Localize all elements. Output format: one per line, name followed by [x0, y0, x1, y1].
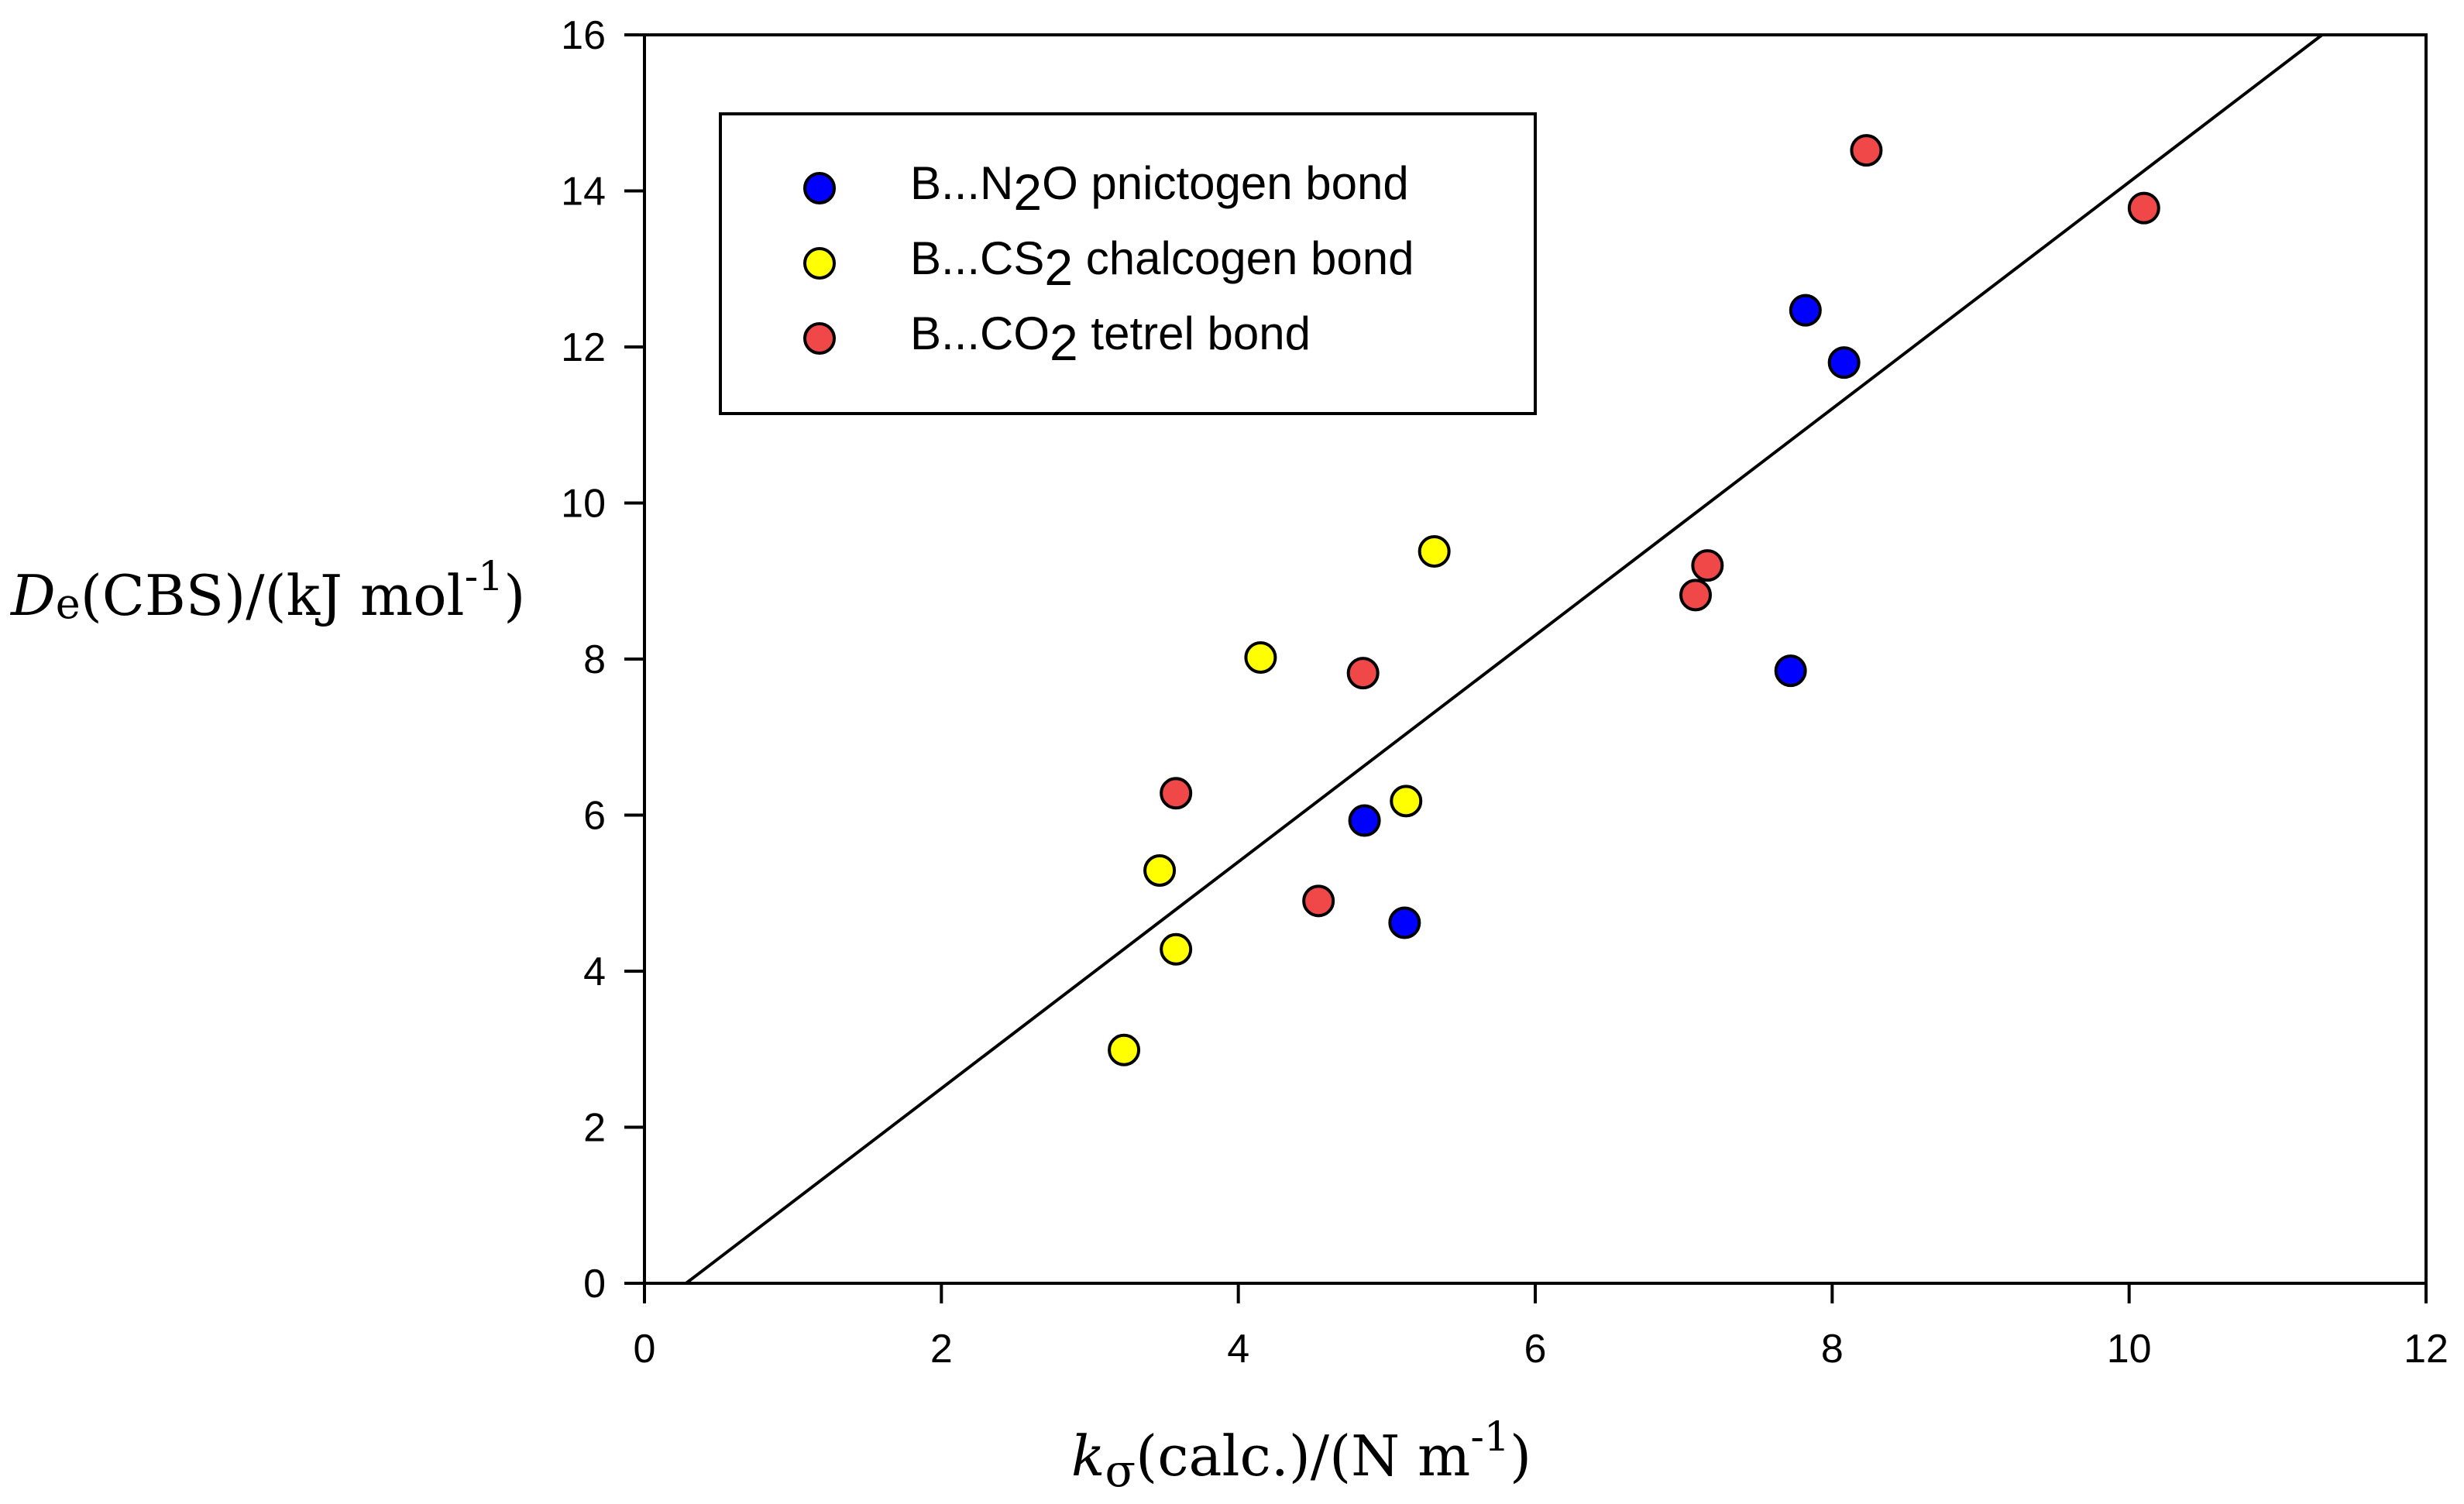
- x-tick-label: 2: [930, 1327, 953, 1372]
- y-tick-label: 16: [561, 13, 606, 58]
- legend-marker: [803, 247, 836, 280]
- legend-label: B...CS2 chalcogen bond: [910, 232, 1414, 296]
- regression-line-group: [685, 33, 2324, 1285]
- x-tick-label: 12: [2404, 1327, 2449, 1372]
- data-point-b-co2-tetrel-bond: [1346, 657, 1380, 690]
- data-point-b-co2-tetrel-bond: [1850, 134, 1883, 167]
- data-point-b-co2-tetrel-bond: [1679, 579, 1712, 612]
- x-axis-title: kσ(calc.)/(N m-1): [1071, 1414, 1531, 1497]
- x-axis: 0 2 4 6 8 10 12: [634, 1283, 2449, 1372]
- data-point-b-cs2-chalcogen-bond: [1160, 932, 1193, 966]
- data-point-b-n2o-pnictogen-bond: [1774, 654, 1807, 688]
- legend: B...N2O pnictogen bond B...CS2 chalcogen …: [719, 112, 1537, 415]
- data-point-b-cs2-chalcogen-bond: [1244, 640, 1277, 674]
- y-tick-label: 2: [583, 1106, 606, 1151]
- y-tick-label: 4: [583, 949, 606, 994]
- y-tick-label: 14: [561, 170, 606, 215]
- y-axis-title: De(CBS)/(kJ mol-1): [9, 554, 525, 628]
- legend-marker: [803, 322, 836, 355]
- legend-box: [719, 112, 1537, 415]
- y-tick-label: 0: [583, 1262, 606, 1307]
- y-axis: 0 2 4 6 8 10 12 14 16: [561, 13, 644, 1307]
- data-point-b-n2o-pnictogen-bond: [1827, 346, 1861, 379]
- x-tick-label: 4: [1227, 1327, 1249, 1372]
- y-tick-label: 10: [561, 482, 606, 527]
- data-point-b-cs2-chalcogen-bond: [1390, 785, 1423, 818]
- data-point-b-cs2-chalcogen-bond: [1108, 1033, 1141, 1066]
- legend-marker: [803, 172, 836, 204]
- regression-line: [685, 33, 2324, 1285]
- data-point-b-co2-tetrel-bond: [2127, 191, 2160, 225]
- data-point-b-n2o-pnictogen-bond: [1789, 294, 1822, 327]
- x-tick-label: 8: [1821, 1327, 1844, 1372]
- y-tick-label: 6: [583, 794, 606, 839]
- legend-label: B...N2O pnictogen bond: [910, 157, 1409, 221]
- x-tick-label: 6: [1524, 1327, 1547, 1372]
- data-point-b-co2-tetrel-bond: [1691, 549, 1724, 582]
- y-tick-label: 12: [561, 325, 606, 370]
- y-tick-label: 8: [583, 637, 606, 682]
- data-point-b-cs2-chalcogen-bond: [1418, 534, 1451, 568]
- data-point-b-n2o-pnictogen-bond: [1388, 906, 1421, 939]
- data-point-b-co2-tetrel-bond: [1302, 884, 1335, 918]
- data-point-b-co2-tetrel-bond: [1160, 777, 1193, 810]
- x-tick-label: 0: [634, 1327, 656, 1372]
- data-point-b-n2o-pnictogen-bond: [1348, 804, 1381, 837]
- data-points: [1108, 134, 2160, 1066]
- data-point-b-cs2-chalcogen-bond: [1143, 854, 1177, 888]
- legend-label: B...CO2 tetrel bond: [910, 307, 1311, 371]
- x-tick-label: 10: [2107, 1327, 2152, 1372]
